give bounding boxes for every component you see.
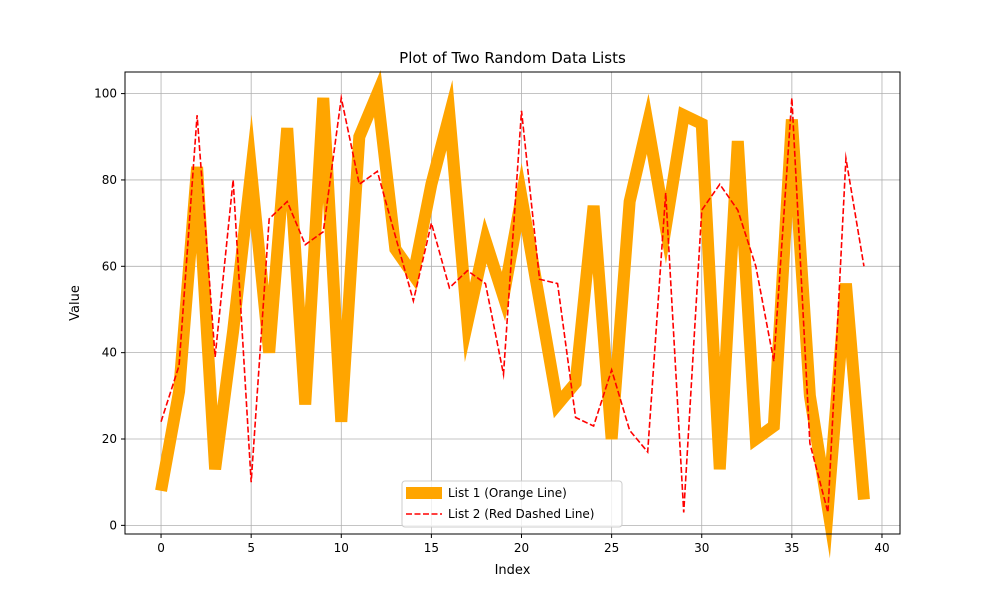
y-tick-label: 20 xyxy=(102,432,117,446)
x-tick-label: 5 xyxy=(247,541,255,555)
x-axis-label: Index xyxy=(495,563,531,578)
series-line-list-1 xyxy=(155,70,870,559)
y-tick-label: 0 xyxy=(109,518,117,532)
y-tick-label: 40 xyxy=(102,346,117,360)
legend-box xyxy=(401,480,623,528)
y-axis-label: Value xyxy=(68,285,83,321)
x-tick-label: 25 xyxy=(604,541,619,555)
y-tick-label: 80 xyxy=(102,173,117,187)
legend-entry-list-1: List 1 (Orange Line) xyxy=(448,486,567,500)
legend-entry-list-2: List 2 (Red Dashed Line) xyxy=(448,507,595,521)
axis-ticks: 0 5 10 15 20 25 30 35 40 0 20 40 60 80 100 xyxy=(94,87,890,555)
x-tick-label: 35 xyxy=(784,541,799,555)
y-tick-label: 60 xyxy=(102,259,117,273)
x-tick-label: 40 xyxy=(874,541,889,555)
y-tick-label: 100 xyxy=(94,87,117,101)
legend: List 1 (Orange Line) List 2 (Red Dashed … xyxy=(401,480,623,528)
x-tick-label: 30 xyxy=(694,541,709,555)
series-line-list-2 xyxy=(160,93,865,518)
plot-frame xyxy=(124,71,901,535)
x-tick-label: 0 xyxy=(157,541,165,555)
x-tick-label: 10 xyxy=(334,541,349,555)
x-tick-label: 20 xyxy=(514,541,529,555)
plot-series xyxy=(155,70,870,559)
chart-title: Plot of Two Random Data Lists xyxy=(399,49,626,67)
x-tick-label: 15 xyxy=(424,541,439,555)
